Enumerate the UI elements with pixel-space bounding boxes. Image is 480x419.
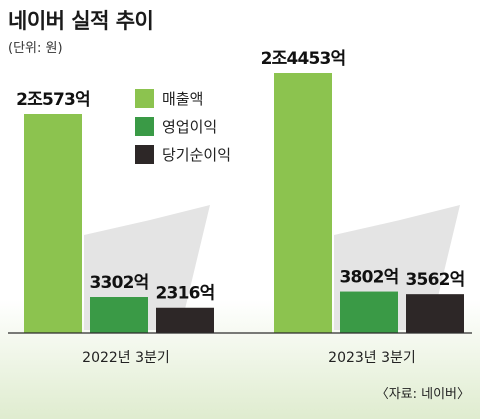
chart-title: 네이버 실적 추이 (8, 9, 153, 33)
legend-label-net-income: 당기순이익 (162, 146, 231, 164)
value-label-net-income-2023: 3562억 (406, 270, 465, 290)
legend-swatch-revenue (135, 89, 154, 108)
legend: 매출액 영업이익 당기순이익 (135, 89, 231, 164)
legend-label-operating-profit: 영업이익 (162, 118, 217, 136)
legend-swatch-net-income (135, 145, 154, 164)
legend-swatch-operating-profit (135, 117, 154, 136)
bar-net-income-2023 (406, 294, 464, 333)
bar-net-income-2022 (156, 307, 214, 333)
bar-operating-profit-2022 (90, 297, 148, 333)
bar-revenue-2022 (24, 114, 82, 333)
value-label-net-income-2022: 2316억 (156, 284, 215, 304)
bar-operating-profit-2023 (340, 291, 398, 333)
chart-subtitle: (단위: 원) (8, 41, 63, 56)
value-label-revenue-2023: 2조4453억 (261, 49, 346, 69)
bar-revenue-2023 (274, 73, 332, 333)
category-label-2023: 2023년 3분기 (328, 350, 416, 366)
source-note: 〈자료: 네이버〉 (376, 387, 470, 402)
bars-group (24, 73, 464, 333)
value-label-operating-profit-2022: 3302억 (90, 273, 149, 293)
value-label-revenue-2022: 2조573억 (16, 90, 90, 110)
legend-label-revenue: 매출액 (162, 90, 203, 108)
category-label-2022: 2022년 3분기 (82, 350, 170, 366)
value-labels-group: 2조573억 2조4453억 3302억 3802억 2316억 3562억 (16, 49, 465, 304)
value-label-operating-profit-2023: 3802억 (340, 268, 399, 288)
